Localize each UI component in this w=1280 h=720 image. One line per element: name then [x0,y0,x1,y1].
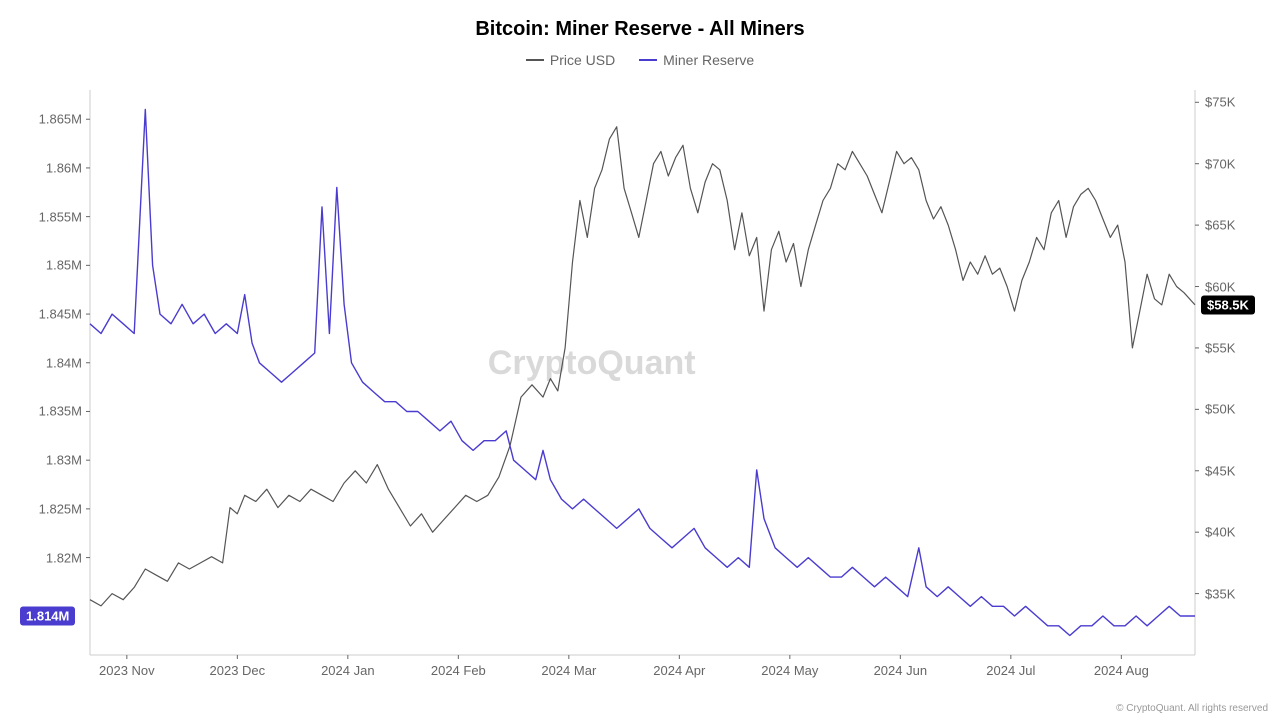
y-left-current-badge: 1.814M [20,607,75,626]
copyright-text: © CryptoQuant. All rights reserved [1116,703,1268,714]
y-right-current-badge: $58.5K [1201,295,1255,314]
chart-container: Bitcoin: Miner Reserve - All Miners Pric… [0,0,1280,720]
chart-plot [0,0,1280,720]
